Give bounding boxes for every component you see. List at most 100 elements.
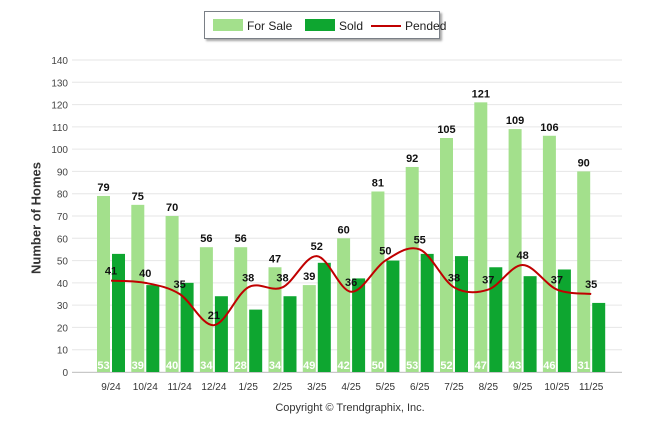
for-sale-data-label: 47: [269, 253, 281, 265]
for-sale-bar: [97, 195, 110, 372]
sold-bar: [112, 253, 125, 372]
x-tick-label: 5/25: [376, 382, 396, 393]
for-sale-data-label: 121: [472, 88, 490, 100]
pended-data-label: 50: [379, 246, 391, 258]
for-sale-data-label: 39: [303, 271, 315, 283]
legend-label-sold[interactable]: Sold: [339, 19, 364, 33]
for-sale-data-label: 79: [97, 182, 109, 194]
for-sale-data-label: 60: [337, 224, 349, 236]
legend-swatch-sold[interactable]: [305, 19, 335, 31]
x-axis-ticks: 9/24 10/24 11/24 12/24 1/25 2/25 3/25 4/25 5/25 6…: [101, 382, 604, 393]
sold-bar: [523, 276, 537, 372]
pended-data-label: 38: [448, 272, 460, 284]
legend-label-for-sale[interactable]: For Sale: [247, 19, 293, 33]
for-sale-data-label: 105: [437, 124, 455, 136]
pended-data-label: 40: [139, 268, 151, 280]
sold-data-label: 49: [303, 360, 315, 372]
y-tick-label: 40: [57, 279, 69, 290]
y-tick-label: 50: [57, 257, 69, 268]
y-tick-label: 130: [51, 78, 68, 89]
sold-data-label: 47: [475, 360, 487, 372]
sold-bar: [592, 302, 606, 372]
for-sale-data-label: 56: [235, 233, 247, 245]
pended-line: [110, 247, 592, 327]
sold-data-label: 39: [132, 360, 144, 372]
x-tick-label: 2/25: [273, 382, 293, 393]
sold-data-label: 46: [543, 360, 555, 372]
for-sale-data-label: 106: [540, 122, 558, 134]
bars: [97, 102, 606, 372]
legend: For Sale Sold Pended: [204, 11, 446, 39]
sold-bar: [557, 269, 571, 372]
for-sale-bar: [337, 238, 351, 372]
x-tick-label: 1/25: [238, 382, 258, 393]
data-labels: 79 53 75 39 70 40 56 34 56 28 47 34 39 49 60 42 81 50 92 53…: [97, 88, 597, 372]
x-tick-label: 7/25: [444, 382, 464, 393]
y-tick-label: 60: [57, 234, 69, 245]
sold-bar: [317, 262, 331, 372]
for-sale-bar: [302, 285, 316, 372]
sold-bar: [249, 309, 263, 372]
pended-data-label: 55: [414, 234, 426, 246]
for-sale-data-label: 81: [372, 177, 384, 189]
sold-bar: [352, 278, 366, 372]
sold-bar: [489, 267, 503, 372]
y-tick-label: 10: [57, 346, 69, 357]
sold-data-label: 40: [166, 360, 178, 372]
x-tick-label: 9/24: [101, 382, 121, 393]
sold-data-label: 53: [406, 360, 418, 372]
pended-data-label: 38: [276, 272, 288, 284]
y-tick-label: 100: [51, 145, 68, 156]
legend-label-pended[interactable]: Pended: [405, 19, 447, 33]
for-sale-bar: [405, 166, 419, 372]
y-tick-label: 70: [57, 212, 69, 223]
x-tick-label: 8/25: [479, 382, 499, 393]
for-sale-bar: [234, 247, 248, 372]
sold-data-label: 52: [440, 360, 452, 372]
pended-data-label: 38: [242, 272, 254, 284]
x-tick-label: 10/24: [133, 382, 158, 393]
x-tick-label: 6/25: [410, 382, 430, 393]
x-tick-label: 3/25: [307, 382, 327, 393]
y-tick-label: 20: [57, 323, 69, 334]
pended-data-label: 37: [482, 275, 494, 287]
x-tick-label: 11/24: [167, 382, 192, 393]
pended-data-label: 48: [516, 250, 528, 262]
pended-data-label: 37: [551, 275, 563, 287]
pended-data-label: 36: [345, 277, 357, 289]
sold-data-label: 31: [578, 360, 590, 372]
y-tick-label: 0: [62, 368, 68, 379]
for-sale-data-label: 75: [132, 191, 144, 203]
for-sale-bar: [371, 191, 385, 372]
legend-swatch-for-sale[interactable]: [213, 19, 243, 31]
for-sale-data-label: 90: [578, 157, 590, 169]
for-sale-data-label: 70: [166, 202, 178, 214]
y-axis-ticks: 0 10 20 30 40 50 60 70 80 90 100 110 120 130 140: [51, 56, 68, 379]
y-tick-label: 80: [57, 190, 69, 201]
sold-data-label: 34: [200, 360, 213, 372]
for-sale-bar: [508, 129, 522, 372]
for-sale-bar: [542, 135, 556, 372]
pended-data-label: 21: [208, 310, 220, 322]
x-tick-label: 12/24: [201, 382, 226, 393]
for-sale-bar: [577, 171, 591, 372]
y-tick-label: 110: [52, 123, 68, 134]
sold-bar: [214, 296, 228, 372]
for-sale-bar: [474, 102, 488, 372]
for-sale-bar: [268, 267, 282, 372]
y-tick-label: 120: [51, 101, 68, 112]
pended-data-label: 52: [311, 241, 323, 253]
legend-swatch-pended[interactable]: [371, 25, 401, 27]
for-sale-bar: [165, 216, 179, 372]
pended-data-label: 41: [105, 266, 117, 278]
pended-line-layer: [110, 247, 592, 327]
sold-data-label: 28: [235, 360, 247, 372]
sold-data-label: 50: [372, 360, 384, 372]
y-tick-label: 30: [57, 301, 69, 312]
for-sale-bar: [199, 247, 213, 372]
sold-bar: [386, 260, 400, 372]
sold-bar: [455, 256, 468, 372]
sold-bar: [283, 296, 297, 372]
copyright-text: Copyright © Trendgraphix, Inc.: [275, 402, 425, 414]
